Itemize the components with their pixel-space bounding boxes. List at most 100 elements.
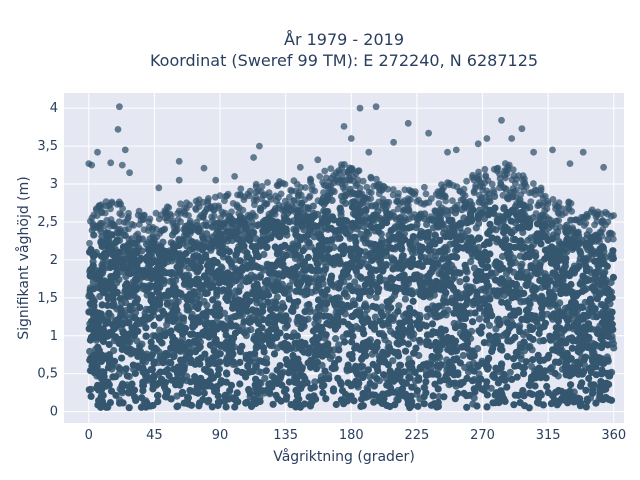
data-point bbox=[297, 236, 305, 244]
data-point bbox=[90, 211, 98, 219]
data-point bbox=[462, 275, 470, 283]
data-point bbox=[122, 293, 131, 301]
data-point bbox=[489, 399, 497, 407]
data-point bbox=[101, 402, 109, 410]
data-point bbox=[454, 221, 462, 229]
data-point bbox=[398, 378, 406, 386]
data-point bbox=[230, 229, 238, 237]
data-point bbox=[362, 393, 370, 401]
data-point bbox=[394, 307, 402, 315]
data-point bbox=[97, 331, 105, 339]
data-point bbox=[371, 313, 379, 321]
data-point bbox=[282, 385, 290, 394]
data-point bbox=[568, 208, 576, 215]
data-point bbox=[114, 316, 122, 324]
data-point bbox=[260, 348, 268, 356]
data-point bbox=[220, 342, 228, 350]
data-point bbox=[155, 215, 163, 223]
data-point bbox=[510, 172, 518, 180]
data-point bbox=[408, 328, 416, 336]
data-point bbox=[125, 209, 132, 217]
data-point bbox=[225, 290, 233, 298]
data-point bbox=[515, 308, 523, 316]
data-point bbox=[386, 369, 394, 377]
data-point bbox=[163, 390, 171, 398]
data-point bbox=[501, 223, 509, 231]
data-point bbox=[228, 338, 236, 347]
data-point bbox=[179, 330, 187, 338]
data-point bbox=[511, 243, 519, 251]
data-point bbox=[343, 261, 352, 269]
data-point bbox=[335, 341, 343, 349]
data-point bbox=[321, 305, 329, 313]
data-point bbox=[367, 288, 375, 296]
data-point bbox=[586, 295, 595, 303]
data-point bbox=[287, 186, 295, 194]
data-point bbox=[525, 343, 533, 351]
data-point bbox=[391, 401, 399, 409]
data-point bbox=[438, 255, 446, 263]
data-point bbox=[335, 346, 343, 354]
data-point bbox=[591, 269, 600, 277]
data-point bbox=[246, 318, 254, 326]
data-point bbox=[605, 310, 613, 318]
data-point bbox=[343, 301, 351, 310]
data-point bbox=[504, 337, 512, 345]
data-point bbox=[451, 395, 459, 403]
data-point bbox=[306, 192, 314, 200]
data-point bbox=[591, 257, 599, 265]
data-point bbox=[563, 236, 571, 244]
data-point bbox=[216, 398, 224, 406]
data-point bbox=[431, 284, 439, 293]
data-point bbox=[213, 382, 221, 391]
data-point bbox=[146, 215, 154, 223]
data-point bbox=[549, 235, 557, 243]
data-point bbox=[326, 346, 334, 354]
data-point bbox=[539, 401, 548, 409]
data-point bbox=[265, 330, 273, 339]
data-point bbox=[165, 372, 173, 380]
data-point bbox=[357, 230, 365, 238]
data-point bbox=[462, 265, 470, 273]
data-point bbox=[215, 365, 223, 373]
data-point bbox=[429, 328, 437, 336]
data-point bbox=[272, 391, 280, 399]
data-point bbox=[250, 197, 258, 204]
data-point bbox=[503, 383, 511, 391]
data-point bbox=[434, 385, 442, 393]
data-point bbox=[348, 326, 356, 334]
data-point bbox=[271, 243, 279, 251]
data-point bbox=[551, 369, 559, 377]
data-point bbox=[473, 402, 481, 410]
data-point bbox=[356, 273, 365, 281]
data-point bbox=[356, 309, 364, 317]
data-point bbox=[540, 356, 548, 364]
data-point bbox=[382, 261, 390, 269]
data-point bbox=[577, 399, 585, 407]
data-point bbox=[277, 243, 286, 251]
data-point bbox=[286, 245, 295, 253]
data-point bbox=[492, 276, 500, 284]
data-point bbox=[539, 337, 548, 345]
data-point bbox=[362, 235, 370, 243]
data-point bbox=[608, 294, 616, 302]
data-point bbox=[309, 327, 317, 335]
data-point bbox=[522, 358, 531, 366]
data-point bbox=[392, 215, 400, 223]
data-point bbox=[419, 321, 427, 329]
data-point bbox=[299, 247, 307, 255]
data-point bbox=[516, 327, 524, 335]
data-point bbox=[516, 322, 524, 330]
data-point bbox=[500, 204, 508, 212]
data-point bbox=[347, 191, 354, 198]
data-point bbox=[148, 374, 156, 382]
data-point bbox=[440, 298, 448, 306]
data-point bbox=[394, 205, 402, 213]
data-point bbox=[387, 227, 395, 235]
data-point bbox=[94, 348, 102, 356]
data-point bbox=[385, 344, 393, 352]
data-point bbox=[192, 206, 200, 214]
data-point bbox=[477, 268, 485, 276]
data-point bbox=[147, 259, 155, 268]
data-point bbox=[363, 183, 371, 191]
